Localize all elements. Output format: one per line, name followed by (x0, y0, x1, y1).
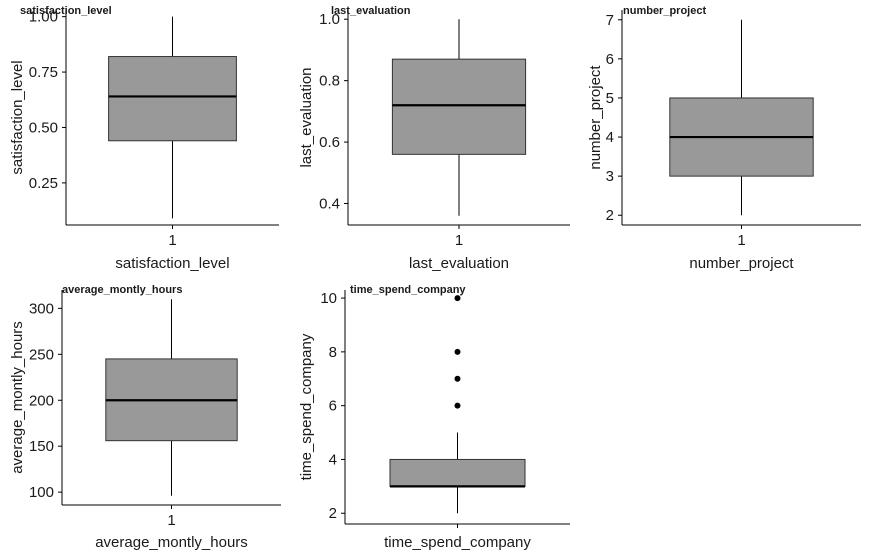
y-tick-label: 8 (329, 344, 337, 361)
y-tick-label: 200 (29, 392, 54, 409)
iqr-box (108, 56, 237, 142)
y-axis-label: time_spend_company (298, 333, 315, 480)
outlier-point (454, 295, 461, 302)
y-tick-label: 6 (606, 51, 614, 68)
x-axis-label: average_montly_hours (95, 534, 248, 551)
panel-title: average_montly_hours (62, 284, 182, 296)
panel-title: number_project (623, 5, 706, 17)
x-tick-label: 1 (167, 512, 175, 529)
y-tick-label: 250 (29, 346, 54, 363)
iqr-box (391, 58, 527, 155)
x-axis-label: time_spend_company (384, 534, 531, 551)
y-tick-label: 0.6 (319, 134, 340, 151)
y-tick-label: 0.25 (29, 175, 58, 192)
y-tick-label: 0.4 (319, 196, 340, 213)
y-tick-label: 10 (320, 290, 337, 307)
y-tick-label: 4 (329, 451, 337, 468)
outlier-point (454, 375, 461, 382)
x-axis-label: satisfaction_level (115, 255, 229, 272)
y-tick-label: 3 (606, 168, 614, 185)
panel-title: last_evaluation (331, 5, 411, 17)
y-tick-label: 0.75 (29, 64, 58, 81)
y-tick-label: 5 (606, 90, 614, 107)
iqr-box (389, 458, 526, 487)
y-tick-label: 7 (606, 12, 614, 29)
x-axis-label: number_project (689, 255, 794, 272)
y-tick-label: 150 (29, 438, 54, 455)
y-tick-label: 6 (329, 398, 337, 415)
y-tick-label: 0.50 (29, 119, 58, 136)
x-tick-label: 1 (455, 232, 463, 249)
y-tick-label: 2 (329, 505, 337, 522)
y-tick-label: 0.8 (319, 73, 340, 90)
y-axis-label: number_project (587, 65, 604, 170)
y-tick-label: 1.0 (319, 11, 340, 28)
x-tick-label: 1 (168, 232, 176, 249)
y-tick-label: 100 (29, 484, 54, 501)
y-tick-label: 2 (606, 207, 614, 224)
y-axis-label: last_evaluation (298, 67, 315, 167)
y-tick-label: 300 (29, 300, 54, 317)
y-tick-label: 1.00 (29, 9, 58, 26)
panel-title: time_spend_company (350, 284, 466, 296)
y-axis-label: satisfaction_level (9, 60, 26, 174)
outlier-point (454, 402, 461, 409)
outlier-point (454, 348, 461, 355)
x-axis-label: last_evaluation (409, 255, 509, 272)
y-axis-label: average_montly_hours (9, 321, 26, 474)
y-tick-label: 4 (606, 129, 614, 146)
x-tick-label: 1 (737, 232, 745, 249)
